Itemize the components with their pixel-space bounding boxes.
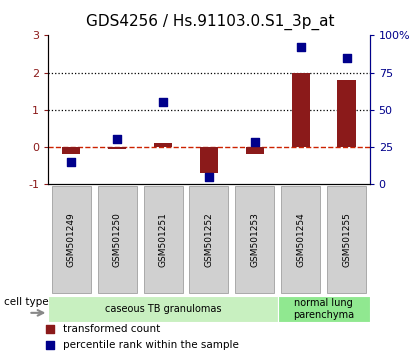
Text: GSM501250: GSM501250 <box>113 212 122 267</box>
Point <box>206 174 212 179</box>
Bar <box>235 186 274 293</box>
Point <box>47 342 53 348</box>
Bar <box>108 147 126 149</box>
Text: GSM501253: GSM501253 <box>250 212 260 267</box>
Bar <box>189 186 228 293</box>
Bar <box>281 186 320 293</box>
Bar <box>246 147 264 154</box>
Point <box>47 326 53 332</box>
Point <box>160 99 166 105</box>
Text: cell type: cell type <box>4 297 49 307</box>
Point <box>68 159 75 165</box>
Text: GSM501251: GSM501251 <box>159 212 168 267</box>
Text: normal lung
parenchyma: normal lung parenchyma <box>293 298 354 320</box>
Point <box>343 55 350 61</box>
Bar <box>62 147 81 154</box>
Text: percentile rank within the sample: percentile rank within the sample <box>63 340 239 350</box>
Text: caseous TB granulomas: caseous TB granulomas <box>105 304 221 314</box>
Bar <box>52 186 91 293</box>
Bar <box>338 80 356 147</box>
Bar <box>291 73 310 147</box>
Bar <box>48 296 278 322</box>
Text: GSM501254: GSM501254 <box>296 212 305 267</box>
Bar <box>200 147 218 173</box>
Bar <box>97 186 136 293</box>
Bar <box>278 296 370 322</box>
Point <box>297 45 304 50</box>
Bar <box>154 143 172 147</box>
Text: GSM501249: GSM501249 <box>67 212 76 267</box>
Text: GSM501255: GSM501255 <box>342 212 351 267</box>
Text: GSM501252: GSM501252 <box>205 212 213 267</box>
Point <box>252 139 258 145</box>
Text: transformed count: transformed count <box>63 324 160 334</box>
Point <box>114 137 121 142</box>
Bar <box>144 186 183 293</box>
Text: GDS4256 / Hs.91103.0.S1_3p_at: GDS4256 / Hs.91103.0.S1_3p_at <box>86 14 334 30</box>
Bar <box>327 186 366 293</box>
